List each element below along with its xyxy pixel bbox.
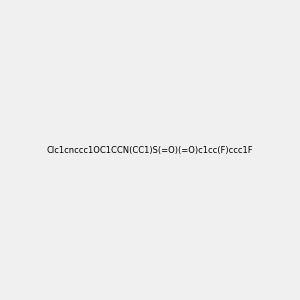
Text: Clc1cnccc1OC1CCN(CC1)S(=O)(=O)c1cc(F)ccc1F: Clc1cnccc1OC1CCN(CC1)S(=O)(=O)c1cc(F)ccc…: [47, 146, 253, 154]
